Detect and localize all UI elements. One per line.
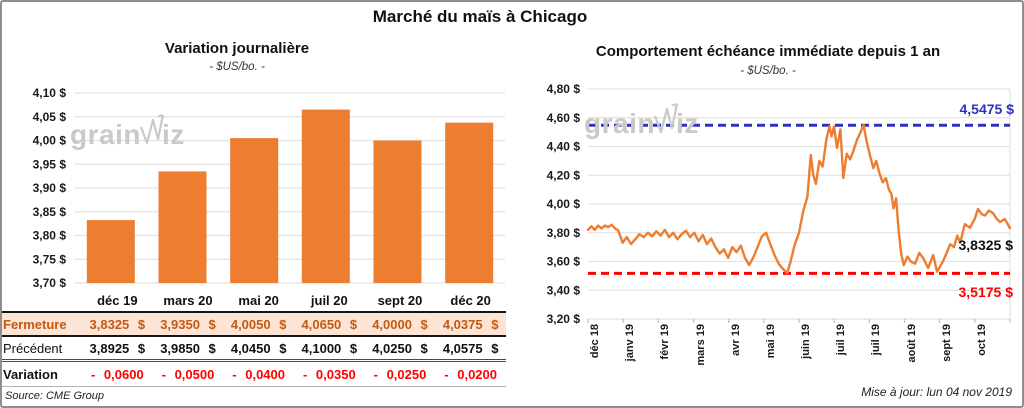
column-header: déc 19 bbox=[82, 290, 153, 313]
watermark-text-grain: grain bbox=[70, 119, 141, 150]
y-axis-tick-label: 4,60 $ bbox=[547, 111, 581, 125]
table-corner-cell bbox=[0, 290, 82, 313]
last-price-label: 3,8325 $ bbox=[958, 237, 1014, 253]
x-axis-tick-label: juin 19 bbox=[800, 324, 812, 359]
grainwiz-watermark: grain iz bbox=[70, 112, 185, 149]
grainwiz-watermark: grain iz bbox=[584, 101, 699, 138]
precedent-value: 4,0575 $ bbox=[435, 337, 506, 362]
bar-déc 20 bbox=[445, 122, 494, 283]
bar-juil 20 bbox=[301, 109, 350, 283]
y-axis-tick-label: 3,95 $ bbox=[33, 157, 67, 171]
y-axis-tick-label: 3,75 $ bbox=[33, 252, 67, 266]
y-axis-tick-label: 4,00 $ bbox=[547, 197, 581, 211]
x-axis-tick-label: déc 18 bbox=[589, 324, 601, 359]
watermark-text-iz: iz bbox=[161, 119, 185, 150]
precedent-value: 3,9850 $ bbox=[152, 337, 224, 362]
watermark-text-iz: iz bbox=[675, 108, 699, 139]
x-axis-tick-label: juil 19 bbox=[835, 324, 848, 356]
variation-row-label: Variation bbox=[0, 362, 82, 387]
column-header: sept 20 bbox=[364, 290, 436, 313]
y-axis-tick-label: 3,60 $ bbox=[547, 255, 581, 269]
x-axis-tick-label: janv 19 bbox=[624, 324, 637, 362]
y-axis-tick-label: 4,00 $ bbox=[33, 134, 67, 148]
line-chart: 4,80 $ 4,60 $ 4,40 $ 4,20 $ 4,00 $ 3,80 $ 3,60… bbox=[547, 82, 1012, 326]
lower-ref-line-label: 3,5175 $ bbox=[958, 284, 1014, 300]
column-header: mai 20 bbox=[223, 290, 294, 313]
x-axis-tick-label: févr 19 bbox=[659, 324, 672, 360]
bar-déc 19 bbox=[86, 220, 135, 283]
x-axis-tick-label: mai 19 bbox=[764, 324, 777, 359]
fermeture-row-label: Fermeture bbox=[0, 313, 82, 337]
fermeture-value: 4,0050 $ bbox=[223, 313, 294, 337]
precedent-row-label: Précédent bbox=[0, 337, 82, 362]
line-chart-subtitle: - $US/bo. - bbox=[740, 65, 796, 77]
line-chart-title: Comportement échéance immédiate depuis 1… bbox=[595, 43, 941, 60]
column-header: déc 20 bbox=[435, 290, 506, 313]
fermeture-value: 4,0375 $ bbox=[435, 313, 506, 337]
y-axis-tick-label: 3,20 $ bbox=[547, 312, 581, 326]
fermeture-value: 3,8325 $ bbox=[82, 313, 153, 337]
variation-value: - 0,0350 bbox=[293, 362, 365, 387]
y-axis-tick-label: 4,40 $ bbox=[547, 140, 581, 154]
upper-ref-line-label: 4,5475 $ bbox=[959, 101, 1015, 117]
bar-chart: 4,10 $ 4,05 $ 4,00 $ 3,95 $ 3,90 $ 3,85 $ 3,80… bbox=[33, 86, 505, 290]
bar-chart-subtitle: - $US/bo. - bbox=[209, 61, 265, 73]
y-axis-tick-label: 4,10 $ bbox=[33, 86, 67, 100]
x-axis-tick-label: août 19 bbox=[905, 324, 918, 363]
y-axis-tick-label: 4,05 $ bbox=[33, 110, 67, 124]
precedent-value: 4,0250 $ bbox=[364, 337, 436, 362]
precedent-value: 4,0450 $ bbox=[223, 337, 294, 362]
price-table: déc 19 mars 20 mai 20 juil 20 sept 20 déc 20 F… bbox=[0, 290, 506, 387]
column-header: juil 20 bbox=[293, 290, 365, 313]
y-axis-tick-label: 3,70 $ bbox=[33, 276, 67, 290]
y-axis-tick-label: 3,85 $ bbox=[33, 205, 67, 219]
page-title: Marché du maïs à Chicago bbox=[372, 7, 588, 26]
y-axis-tick-label: 3,40 $ bbox=[547, 283, 581, 297]
variation-value: - 0,0600 bbox=[82, 362, 153, 387]
precedent-value: 3,8925 $ bbox=[82, 337, 153, 362]
variation-value: - 0,0400 bbox=[223, 362, 294, 387]
x-axis-tick-label: sept 19 bbox=[940, 324, 953, 362]
bar-mai 20 bbox=[230, 138, 279, 283]
y-axis-tick-label: 3,80 $ bbox=[33, 229, 67, 243]
x-axis-tick-label: oct 19 bbox=[975, 324, 988, 356]
y-axis-tick-label: 4,20 $ bbox=[547, 168, 581, 182]
bar-mars 20 bbox=[158, 171, 207, 283]
y-axis-tick-label: 4,80 $ bbox=[547, 82, 581, 96]
bar-sept 20 bbox=[373, 140, 422, 283]
zigzag-chart-icon bbox=[139, 113, 164, 145]
variation-value: - 0,0200 bbox=[435, 362, 506, 387]
x-axis-tick-label: mars 19 bbox=[694, 324, 707, 366]
fermeture-value: 3,9350 $ bbox=[152, 313, 224, 337]
fermeture-value: 4,0650 $ bbox=[293, 313, 365, 337]
source-note: Source: CME Group bbox=[5, 390, 105, 402]
x-axis-tick-label: juil 19 bbox=[870, 324, 883, 356]
variation-value: - 0,0250 bbox=[364, 362, 436, 387]
variation-value: - 0,0500 bbox=[152, 362, 224, 387]
x-axis-tick-label: avr 19 bbox=[729, 324, 742, 356]
zigzag-chart-icon bbox=[653, 102, 678, 134]
update-note: Mise à jour: lun 04 nov 2019 bbox=[861, 385, 1012, 399]
watermark-text-grain: grain bbox=[584, 108, 655, 139]
precedent-value: 4,1000 $ bbox=[293, 337, 365, 362]
bar-chart-title: Variation journalière bbox=[164, 40, 310, 57]
column-header: mars 20 bbox=[152, 290, 224, 313]
y-axis-tick-label: 3,90 $ bbox=[33, 181, 67, 195]
fermeture-value: 4,0000 $ bbox=[364, 313, 436, 337]
price-line bbox=[586, 123, 1012, 275]
y-axis-tick-label: 3,80 $ bbox=[547, 226, 581, 240]
